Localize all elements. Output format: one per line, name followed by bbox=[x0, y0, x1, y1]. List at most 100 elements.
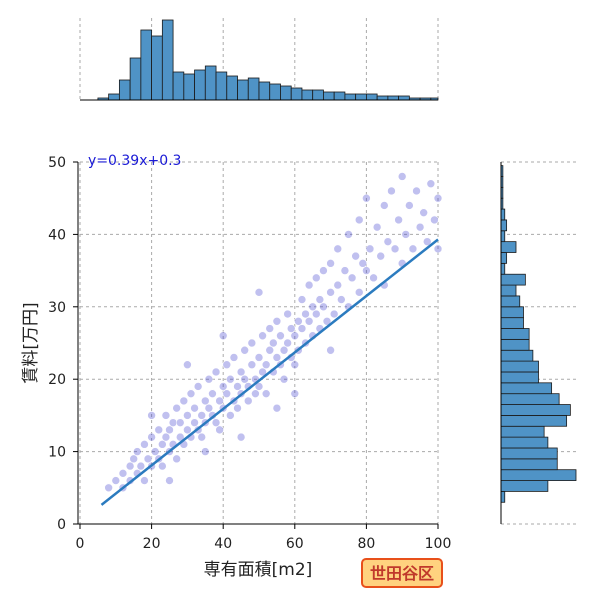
scatter-point bbox=[265, 324, 275, 333]
scatter-point bbox=[283, 338, 292, 348]
scatter-point bbox=[150, 447, 160, 456]
top-hist-bar bbox=[215, 71, 228, 101]
top-hist-bar bbox=[108, 93, 120, 101]
scatter-point bbox=[354, 215, 364, 225]
scatter-point bbox=[258, 331, 267, 341]
right-hist-bar bbox=[500, 295, 521, 308]
scatter-point bbox=[401, 230, 411, 239]
right-hist-bar bbox=[500, 469, 577, 481]
top-hist-bar bbox=[301, 89, 314, 101]
top-hist-bar bbox=[269, 83, 281, 101]
scatter-point bbox=[254, 288, 264, 297]
scatter-point bbox=[143, 454, 153, 464]
scatter-point bbox=[390, 244, 400, 254]
right-hist-bar bbox=[500, 404, 571, 416]
top-hist-bar bbox=[323, 91, 335, 101]
scatter-point bbox=[218, 331, 228, 341]
scatter-point bbox=[233, 403, 242, 413]
scatter-point bbox=[261, 389, 271, 398]
top-hist-bar bbox=[172, 71, 185, 101]
scatter-point bbox=[118, 469, 128, 478]
scatter-point bbox=[172, 403, 181, 413]
right-hist-bar bbox=[500, 241, 517, 253]
scatter-point bbox=[365, 244, 375, 254]
right-hist-bar bbox=[500, 284, 517, 297]
scatter-point bbox=[322, 316, 332, 326]
top-hist-bar bbox=[161, 19, 174, 101]
scatter-point bbox=[247, 360, 257, 370]
main-gridlines bbox=[79, 161, 439, 525]
scatter-point bbox=[111, 476, 121, 485]
y-tick-label: 30 bbox=[48, 300, 66, 316]
right-hist-bar bbox=[500, 230, 506, 243]
scatter-point bbox=[297, 324, 307, 333]
scatter-point bbox=[333, 280, 343, 290]
scatter-point bbox=[290, 331, 300, 341]
right-hist-bar bbox=[500, 371, 539, 384]
right-hist-bar bbox=[500, 382, 553, 395]
right-hist-bar bbox=[500, 360, 539, 373]
scatter-point bbox=[211, 367, 221, 377]
top-hist-bar bbox=[387, 95, 400, 101]
scatter-point bbox=[254, 353, 264, 362]
scatter-point bbox=[140, 440, 149, 449]
scatter-point bbox=[158, 461, 167, 471]
regression-equation: y=0.39x+0.3 bbox=[88, 153, 181, 169]
scatter-point bbox=[394, 215, 403, 225]
regression-line bbox=[100, 238, 439, 506]
top-hist-bar bbox=[280, 85, 292, 101]
scatter-point bbox=[236, 432, 246, 442]
scatter-point bbox=[233, 382, 242, 391]
top-hist-bar bbox=[355, 93, 367, 101]
scatter-point bbox=[272, 353, 282, 362]
x-axis-ticks: 0 20 40 60 80 100 bbox=[76, 524, 452, 552]
scatter-point bbox=[433, 193, 443, 203]
scatter-point bbox=[243, 396, 253, 406]
x-tick-label: 40 bbox=[214, 536, 232, 552]
scatter-point bbox=[329, 309, 339, 319]
scatter-point bbox=[251, 389, 260, 398]
top-hist-bar bbox=[118, 79, 131, 101]
scatter-point bbox=[197, 411, 207, 420]
scatter-point bbox=[286, 324, 296, 333]
scatter-point bbox=[276, 331, 285, 341]
scatter-point bbox=[158, 440, 167, 449]
scatter-point bbox=[419, 208, 428, 217]
scatter-point bbox=[254, 382, 264, 391]
right-hist-bar bbox=[500, 252, 508, 264]
scatter-point bbox=[272, 403, 282, 413]
scatter-point bbox=[147, 432, 156, 442]
scatter-point bbox=[272, 316, 282, 326]
scatter-point bbox=[311, 273, 321, 283]
scatter-point bbox=[229, 353, 239, 362]
x-tick-label: 60 bbox=[286, 536, 304, 552]
right-hist-bar bbox=[500, 491, 506, 503]
y-tick-label: 40 bbox=[48, 227, 66, 243]
scatter-point bbox=[147, 411, 156, 420]
scatter-point bbox=[319, 302, 328, 312]
scatter-points bbox=[104, 172, 443, 493]
top-hist-bar bbox=[140, 29, 153, 101]
scatter-point bbox=[340, 266, 350, 275]
scatter-point bbox=[283, 309, 292, 319]
scatter-point bbox=[261, 360, 271, 370]
scatter-point bbox=[132, 447, 142, 456]
scatter-point bbox=[240, 345, 249, 355]
scatter-point bbox=[408, 244, 418, 254]
right-hist-bar bbox=[500, 317, 524, 329]
top-hist-bar bbox=[129, 57, 142, 101]
right-hist-bar bbox=[500, 349, 534, 362]
scatter-point bbox=[433, 244, 443, 254]
x-tick-label: 100 bbox=[425, 536, 452, 552]
top-histogram bbox=[97, 19, 439, 101]
scatter-point bbox=[183, 360, 192, 370]
scatter-point bbox=[186, 389, 196, 398]
scatter-point bbox=[397, 172, 407, 181]
top-hist-bar bbox=[258, 81, 271, 101]
top-hist-bar bbox=[204, 65, 217, 101]
scatter-point bbox=[333, 244, 343, 254]
scatter-point bbox=[265, 345, 275, 355]
scatter-point bbox=[175, 432, 185, 442]
scatter-point bbox=[279, 345, 289, 355]
